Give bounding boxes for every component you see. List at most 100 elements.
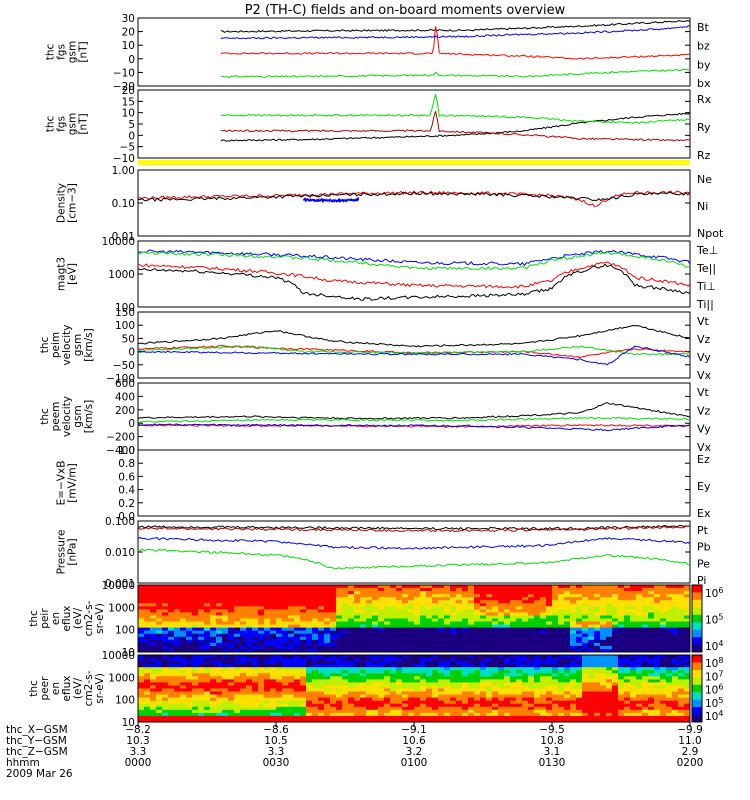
- heatmap-cell: [330, 636, 337, 641]
- heatmap-cell: [660, 706, 667, 711]
- heatmap-cell: [204, 649, 211, 653]
- heatmap-cell: [474, 618, 481, 622]
- heatmap-cell: [414, 658, 421, 662]
- heatmap-cell: [156, 673, 163, 677]
- heatmap-cell: [342, 609, 349, 613]
- heatmap-cell: [438, 615, 445, 619]
- heatmap-cell: [546, 676, 553, 680]
- heatmap-cell: [654, 649, 661, 653]
- heatmap-cell: [612, 679, 619, 683]
- heatmap-cell: [408, 594, 415, 598]
- heatmap-cell: [552, 673, 559, 677]
- heatmap-cell: [150, 621, 157, 625]
- heatmap-cell: [210, 670, 217, 674]
- heatmap-cell: [552, 597, 559, 601]
- heatmap-cell: [228, 636, 235, 641]
- heatmap-cell: [414, 600, 421, 604]
- heatmap-cell: [294, 585, 301, 589]
- heatmap-cell: [342, 706, 349, 711]
- colorbar-label: 104: [705, 709, 723, 723]
- heatmap-cell: [354, 655, 361, 659]
- heatmap-cell: [348, 636, 355, 641]
- heatmap-cell: [642, 670, 649, 674]
- heatmap-cell: [402, 588, 409, 592]
- heatmap-cell: [162, 588, 169, 592]
- heatmap-cell: [618, 606, 625, 610]
- heatmap-cell: [660, 697, 667, 701]
- legend-Ti⊥: Ti⊥: [696, 280, 716, 293]
- heatmap-cell: [258, 715, 265, 720]
- heatmap-cell: [348, 600, 355, 604]
- heatmap-cell: [540, 667, 547, 671]
- heatmap-cell: [168, 594, 175, 598]
- heatmap-cell: [144, 682, 151, 686]
- heatmap-cell: [378, 670, 385, 674]
- heatmap-cell: [456, 703, 463, 708]
- heatmap-cell: [666, 618, 673, 622]
- heatmap-cell: [180, 645, 187, 650]
- heatmap-cell: [618, 630, 625, 635]
- heatmap-cell: [432, 685, 439, 689]
- heatmap-cell: [210, 712, 217, 717]
- heatmap-cell: [510, 609, 517, 613]
- heatmap-cell: [390, 612, 397, 616]
- heatmap-cell: [492, 633, 499, 638]
- heatmap-cell: [270, 703, 277, 708]
- heatmap-cell: [402, 719, 409, 723]
- heatmap-cell: [420, 658, 427, 662]
- heatmap-cell: [624, 636, 631, 641]
- heatmap-cell: [504, 612, 511, 616]
- heatmap-cell: [234, 642, 241, 647]
- panel-frame: [137, 89, 691, 159]
- heatmap-cell: [150, 719, 157, 723]
- heatmap-cell: [270, 609, 277, 613]
- heatmap-cell: [570, 585, 577, 589]
- heatmap-cell: [444, 639, 451, 644]
- heatmap-cell: [600, 585, 607, 589]
- heatmap-cell: [444, 661, 451, 665]
- heatmap-cell: [582, 673, 589, 677]
- heatmap-cell: [510, 691, 517, 695]
- heatmap-cell: [216, 633, 223, 638]
- heatmap-cell: [186, 603, 193, 607]
- heatmap-cell: [318, 670, 325, 674]
- heatmap-cell: [582, 633, 589, 638]
- heatmap-cell: [540, 715, 547, 720]
- heatmap-cell: [138, 636, 145, 641]
- heatmap-cell: [498, 703, 505, 708]
- heatmap-cell: [612, 706, 619, 711]
- heatmap-cell: [318, 600, 325, 604]
- heatmap-cell: [510, 603, 517, 607]
- heatmap-cell: [192, 697, 199, 701]
- heatmap-cell: [180, 700, 187, 705]
- heatmap-cell: [198, 673, 205, 677]
- heatmap-cell: [378, 700, 385, 705]
- heatmap-cell: [558, 618, 565, 622]
- heatmap-cell: [612, 597, 619, 601]
- heatmap-cell: [204, 685, 211, 689]
- heatmap-cell: [492, 697, 499, 701]
- heatmap-cell: [216, 658, 223, 662]
- heatmap-cell: [336, 594, 343, 598]
- heatmap-cell: [594, 624, 601, 628]
- heatmap-cell: [678, 703, 685, 708]
- heatmap-cell: [492, 712, 499, 717]
- heatmap-cell: [198, 676, 205, 680]
- heatmap-cell: [672, 585, 679, 589]
- heatmap-cell: [252, 685, 259, 689]
- heatmap-cell: [402, 688, 409, 692]
- heatmap-cell: [486, 594, 493, 598]
- heatmap-cell: [354, 612, 361, 616]
- heatmap-cell: [660, 591, 667, 595]
- heatmap-cell: [408, 639, 415, 644]
- y-tick-label: 0.4: [118, 485, 135, 497]
- heatmap-cell: [324, 661, 331, 665]
- heatmap-cell: [462, 685, 469, 689]
- heatmap-cell: [606, 688, 613, 692]
- heatmap-cell: [312, 649, 319, 653]
- heatmap-cell: [450, 709, 457, 714]
- heatmap-cell: [390, 670, 397, 674]
- heatmap-cell: [498, 615, 505, 619]
- heatmap-cell: [390, 679, 397, 683]
- heatmap-cell: [174, 719, 181, 723]
